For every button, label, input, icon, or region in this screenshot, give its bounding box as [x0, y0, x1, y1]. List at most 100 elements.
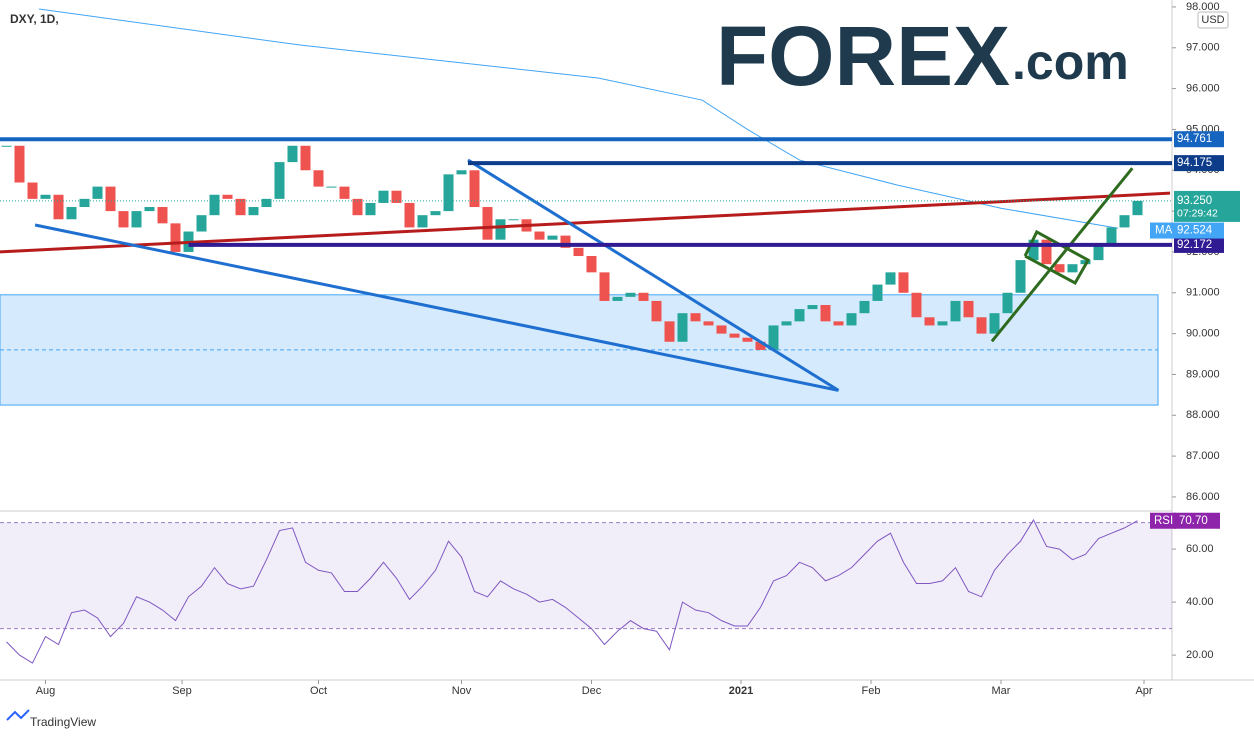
candle: [391, 190, 402, 203]
candle: [66, 207, 77, 220]
candle: [950, 300, 961, 322]
candle: [105, 186, 116, 212]
candle: [248, 207, 259, 216]
candle: [1002, 292, 1013, 314]
support-zone: [0, 294, 1159, 406]
x-tick-label: Feb: [862, 685, 881, 697]
y-tick-label: 97.000: [1186, 42, 1220, 54]
candle: [92, 186, 103, 199]
level-tag-label: 94.761: [1177, 133, 1212, 145]
candle: [1106, 227, 1117, 244]
candle: [339, 186, 350, 199]
candle: [482, 207, 493, 240]
currency: USD: [1201, 14, 1224, 26]
y-tick-label: 88.000: [1186, 409, 1220, 421]
candle: [547, 235, 558, 240]
level-tag: [1174, 155, 1224, 172]
candle: [196, 215, 207, 232]
tradingview-icon: [6, 709, 30, 721]
candle: [898, 272, 909, 293]
ma-tag: [1174, 222, 1224, 239]
candle: [209, 194, 220, 216]
y-tick-label: 89.000: [1186, 368, 1220, 380]
rsi-name: RSI: [1154, 515, 1173, 527]
candle: [794, 309, 805, 322]
y-tick-label: 90.000: [1186, 328, 1220, 340]
candle: [79, 198, 90, 208]
candle: [313, 170, 324, 187]
candle: [443, 174, 454, 212]
rsi-tag-label: 70.70: [1179, 515, 1208, 527]
trendline: [990, 167, 1134, 343]
candle: [937, 321, 948, 326]
candle: [716, 325, 727, 334]
candle: [924, 317, 935, 326]
candle: [846, 313, 857, 326]
ma-name-tag: [1150, 222, 1174, 239]
candle: [1028, 239, 1039, 261]
level-tag: [1174, 131, 1224, 148]
ma-tag-label: 92.524: [1177, 225, 1213, 237]
candle: [326, 186, 337, 188]
candle: [1054, 264, 1065, 273]
x-tick-label: Oct: [310, 685, 327, 697]
candle: [1041, 239, 1052, 265]
candle: [833, 321, 844, 326]
level-tag-label: 92.172: [1177, 239, 1212, 251]
candle: [638, 292, 649, 301]
candle: [677, 313, 688, 342]
candle: [664, 321, 675, 342]
y-tick-label: 86.000: [1186, 491, 1220, 503]
candle: [612, 296, 623, 301]
candle: [1119, 215, 1130, 228]
x-tick-label: Dec: [582, 685, 602, 697]
candle: [1, 145, 12, 147]
candle: [469, 170, 480, 208]
x-tick-label: Mar: [992, 685, 1011, 697]
candle: [404, 202, 415, 228]
symbol-title: DXY, 1D,: [10, 12, 59, 26]
y-tick-label: 87.000: [1186, 450, 1220, 462]
candle: [768, 325, 779, 350]
candle: [1093, 243, 1104, 261]
candle: [859, 300, 870, 314]
rsi-line: [6, 518, 1138, 664]
candle: [118, 211, 129, 228]
last-price-label: 93.250: [1177, 195, 1212, 207]
candle: [235, 198, 246, 216]
candle: [1067, 264, 1078, 273]
candle: [456, 170, 467, 175]
candle: [976, 317, 987, 334]
logo-suffix: .com: [1012, 34, 1129, 90]
x-tick-label: 2021: [729, 685, 753, 697]
candle: [261, 198, 272, 208]
candle: [1132, 200, 1143, 216]
rsi-y-tick-label: 40.00: [1186, 596, 1214, 608]
candle: [378, 190, 389, 203]
candle: [560, 235, 571, 248]
candle: [144, 207, 155, 212]
candle: [274, 162, 285, 199]
candle: [534, 231, 545, 240]
moving-average: [38, 8, 1119, 229]
last-price-tag: [1174, 190, 1240, 222]
candle: [40, 194, 51, 199]
candle: [131, 211, 142, 228]
candle: [417, 215, 428, 228]
candle: [703, 321, 714, 326]
level-tag: [1174, 236, 1224, 253]
trendline: [34, 223, 839, 392]
candle: [963, 300, 974, 318]
footer: TradingView: [30, 715, 96, 729]
candle: [287, 145, 298, 163]
candle: [27, 182, 38, 199]
candle: [872, 284, 883, 301]
trendline: [1023, 229, 1091, 285]
y-tick-label: 96.000: [1186, 83, 1220, 95]
candle: [586, 256, 597, 273]
candle: [729, 333, 740, 338]
candle: [781, 321, 792, 326]
candle: [755, 341, 766, 350]
candle: [352, 198, 363, 216]
